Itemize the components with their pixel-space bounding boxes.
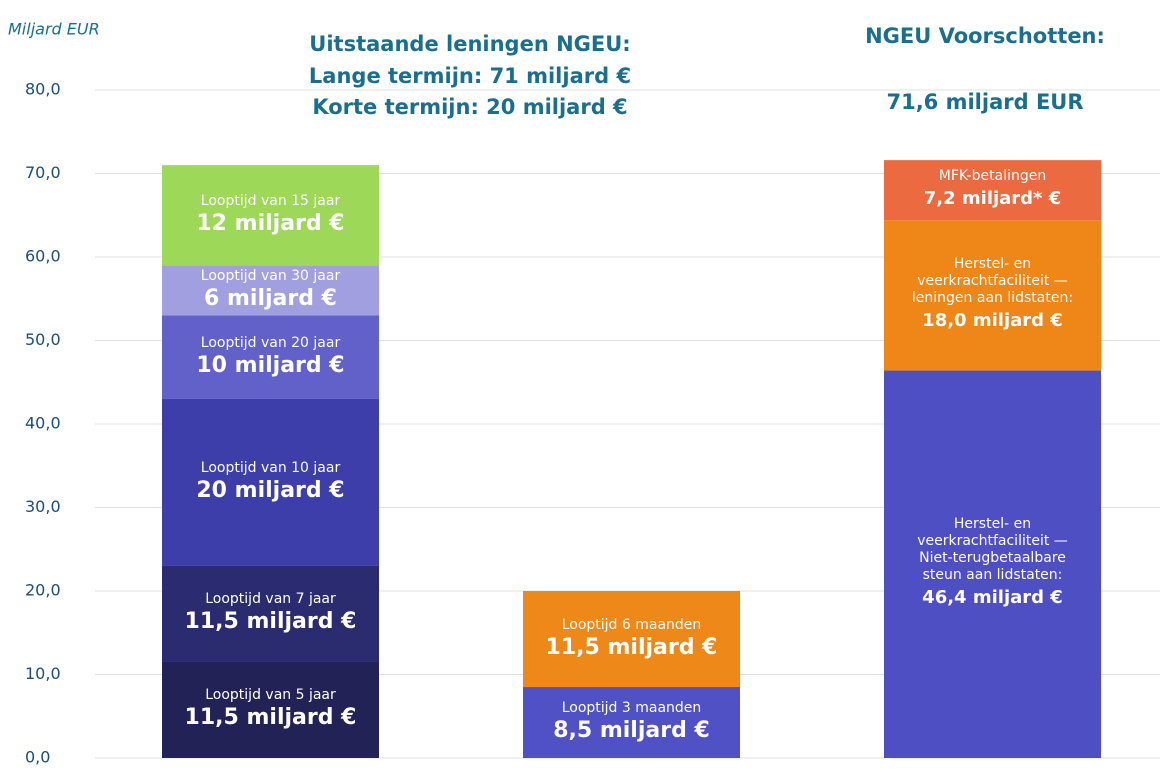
segment-name: Looptijd van 10 jaar	[200, 459, 341, 476]
y-tick-label: 70,0	[25, 163, 61, 182]
data-label: 11,5 miljard €	[184, 705, 357, 731]
segment-label: Herstel- en veerkrachtfaciliteit — Niet-…	[884, 371, 1101, 758]
annotation: 71,6 miljard EUR	[886, 90, 1084, 114]
data-label: 10 miljard €	[196, 352, 345, 378]
segment-label: Looptijd van 5 jaar 11,5 miljard €	[162, 662, 379, 758]
data-label: 8,5 miljard €	[553, 718, 710, 743]
segment-name: Looptijd van 30 jaar	[200, 267, 341, 284]
segment-name: Looptijd 3 maanden	[561, 700, 702, 716]
segment-name: Looptijd van 15 jaar	[200, 192, 341, 209]
y-tick-label: 40,0	[25, 414, 61, 433]
bar-segment	[162, 165, 379, 266]
y-tick-label: 60,0	[25, 247, 61, 266]
data-label: 12 miljard €	[196, 210, 345, 236]
bar-segment	[884, 220, 1101, 371]
segment-label: Looptijd van 7 jaar 11,5 miljard €	[162, 566, 379, 662]
segment-label: Looptijd van 20 jaar 10 miljard €	[162, 315, 379, 399]
bar-segment	[884, 370, 1101, 758]
y-tick-label: 30,0	[25, 497, 61, 516]
segment-name: Herstel- en veerkrachtfaciliteit — Niet-…	[917, 516, 1068, 584]
bar-segment	[523, 591, 740, 688]
annotation: Lange termijn: 71 miljard €	[308, 64, 632, 88]
segment-label: MFK-betalingen 7,2 miljard* €	[884, 160, 1101, 220]
y-tick-label: 0,0	[25, 748, 50, 767]
bar-segment	[884, 160, 1101, 221]
segment-label: Looptijd van 15 jaar 12 miljard €	[162, 165, 379, 265]
bar-segment	[162, 315, 379, 399]
data-label: 7,2 miljard* €	[923, 187, 1062, 209]
annotation: Uitstaande leningen NGEU:	[309, 32, 631, 56]
data-label: 18,0 miljard €	[922, 309, 1063, 331]
y-tick-label: 50,0	[25, 330, 61, 349]
segment-name: Looptijd 6 maanden	[561, 616, 702, 633]
y-tick-label: 10,0	[25, 664, 61, 683]
bar-segment	[162, 398, 379, 566]
segment-name: Looptijd van 5 jaar	[205, 687, 336, 704]
y-tick-label: 20,0	[25, 581, 61, 600]
bar-segment	[162, 565, 379, 662]
annotation: Korte termijn: 20 miljard €	[312, 95, 628, 119]
segment-label: Looptijd 6 maanden 11,5 miljard €	[523, 591, 740, 687]
segment-label: Looptijd van 30 jaar 6 miljard €	[162, 265, 379, 315]
segment-label: Herstel- en veerkrachtfaciliteit — lenin…	[884, 220, 1101, 370]
data-label: 11,5 miljard €	[184, 609, 357, 635]
segment-name: Looptijd van 20 jaar	[200, 334, 341, 351]
bar-segment	[162, 265, 379, 316]
data-label: 11,5 miljard €	[545, 634, 718, 660]
data-label: 6 miljard €	[204, 285, 337, 311]
annotation: NGEU Voorschotten:	[865, 24, 1105, 48]
bar-segment	[523, 687, 740, 758]
data-label: 20 miljard €	[196, 477, 345, 503]
bar-segment	[162, 661, 379, 758]
segment-name: Herstel- en veerkrachtfaciliteit — lenin…	[911, 255, 1074, 306]
data-label: 46,4 miljard €	[922, 587, 1063, 609]
y-tick-label: 80,0	[25, 80, 61, 99]
segment-label: Looptijd van 10 jaar 20 miljard €	[162, 399, 379, 566]
segment-name: Looptijd van 7 jaar	[205, 591, 336, 608]
segment-label: Looptijd 3 maanden 8,5 miljard €	[523, 687, 740, 758]
segment-name: MFK-betalingen	[938, 167, 1047, 184]
y-axis-label: Miljard EUR	[8, 20, 100, 39]
